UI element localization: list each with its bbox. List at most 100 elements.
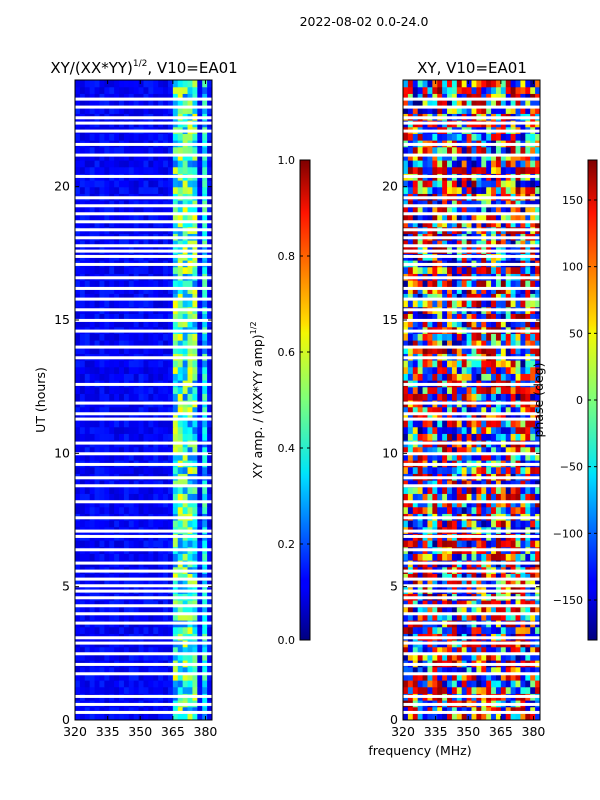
- heatmap-cell: [148, 646, 154, 654]
- heatmap-cell: [202, 220, 208, 228]
- heatmap-cell: [109, 146, 115, 154]
- heatmap-cell: [207, 186, 212, 194]
- heatmap-cell: [192, 280, 198, 288]
- heatmap-cell: [138, 686, 145, 694]
- heatmap-cell: [407, 300, 414, 308]
- heatmap-cell: [197, 553, 203, 561]
- heatmap-cell: [187, 673, 194, 681]
- heatmap-cell: [153, 606, 159, 614]
- heatmap-cell: [202, 453, 208, 461]
- heatmap-cell: [75, 106, 81, 114]
- heatmap-cell: [481, 600, 487, 608]
- heatmap-cell: [466, 520, 473, 528]
- heatmap-cell: [505, 220, 512, 228]
- heatmap-cell: [79, 346, 86, 354]
- heatmap-cell: [505, 426, 512, 434]
- heatmap-cell: [510, 200, 517, 208]
- heatmap-cell: [148, 240, 154, 248]
- heatmap-cell: [432, 600, 438, 608]
- heatmap-cell: [187, 346, 194, 354]
- heatmap-cell: [476, 686, 482, 694]
- heatmap-cell: [119, 653, 125, 661]
- heatmap-cell: [177, 320, 184, 328]
- heatmap-cell: [197, 653, 203, 661]
- heatmap-cell: [403, 293, 409, 301]
- heatmap-cell: [486, 520, 492, 528]
- heatmap-cell: [114, 206, 120, 214]
- heatmap-cell: [471, 446, 477, 454]
- heatmap-cell: [495, 673, 502, 681]
- heatmap-cell: [114, 500, 120, 508]
- heatmap-cell: [128, 573, 135, 581]
- heatmap-cell: [476, 600, 482, 608]
- heatmap-cell: [123, 553, 130, 561]
- heatmap-cell: [172, 580, 179, 588]
- heatmap-cell: [481, 320, 487, 328]
- heatmap-cell: [153, 160, 159, 168]
- heatmap-cell: [143, 706, 149, 714]
- heatmap-cell: [466, 613, 473, 621]
- heatmap-cell: [525, 360, 531, 368]
- heatmap-cell: [500, 346, 507, 354]
- heatmap-cell: [471, 393, 477, 401]
- heatmap-cell: [422, 420, 429, 428]
- heatmap-cell: [476, 240, 482, 248]
- heatmap-cell: [525, 293, 531, 301]
- heatmap-cell: [143, 666, 149, 674]
- heatmap-cell: [525, 300, 531, 308]
- heatmap-cell: [163, 340, 169, 348]
- heatmap-cell: [407, 293, 414, 301]
- heatmap-cell: [177, 646, 184, 654]
- heatmap-cell: [172, 93, 179, 101]
- heatmap-cell: [491, 486, 497, 494]
- heatmap-cell: [128, 146, 135, 154]
- heatmap-cell: [403, 480, 409, 488]
- heatmap-cell: [119, 220, 125, 228]
- left-colorbar-label: XY amp. / (XX*YY amp)1/2: [249, 321, 265, 478]
- heatmap-cell: [535, 713, 540, 720]
- heatmap-cell: [123, 493, 130, 501]
- heatmap-cell: [451, 300, 458, 308]
- heatmap-cell: [437, 413, 443, 421]
- heatmap-cell: [177, 520, 184, 528]
- heatmap-cell: [109, 180, 115, 188]
- heatmap-cell: [476, 446, 482, 454]
- heatmap-cell: [89, 606, 96, 614]
- heatmap-cell: [447, 626, 453, 634]
- heatmap-cell: [437, 386, 443, 394]
- heatmap-cell: [407, 580, 414, 588]
- heatmap-cell: [500, 606, 507, 614]
- heatmap-cell: [451, 706, 458, 714]
- heatmap-cell: [510, 666, 517, 674]
- heatmap-cell: [84, 80, 91, 88]
- heatmap-cell: [461, 613, 468, 621]
- heatmap-cell: [133, 373, 140, 381]
- heatmap-cell: [481, 346, 487, 354]
- heatmap-cell: [148, 713, 154, 720]
- heatmap-cell: [535, 213, 540, 221]
- heatmap-cell: [520, 420, 526, 428]
- heatmap-cell: [99, 553, 105, 561]
- heatmap-cell: [451, 520, 458, 528]
- heatmap-cell: [491, 646, 497, 654]
- heatmap-cell: [172, 406, 179, 414]
- heatmap-cell: [442, 540, 448, 548]
- heatmap-cell: [153, 206, 159, 214]
- heatmap-cell: [99, 520, 105, 528]
- heatmap-cell: [515, 333, 522, 341]
- heatmap-cell: [143, 206, 149, 214]
- heatmap-cell: [187, 653, 194, 661]
- heatmap-cell: [84, 673, 91, 681]
- heatmap-cell: [202, 266, 208, 274]
- heatmap-cell: [407, 346, 414, 354]
- heatmap-cell: [172, 340, 179, 348]
- heatmap-cell: [481, 613, 487, 621]
- heatmap-cell: [461, 493, 468, 501]
- heatmap-cell: [153, 166, 159, 174]
- heatmap-cell: [172, 346, 179, 354]
- heatmap-cell: [114, 346, 120, 354]
- heatmap-cell: [442, 340, 448, 348]
- heatmap-cell: [109, 420, 115, 428]
- heatmap-cell: [525, 580, 531, 588]
- heatmap-cell: [500, 480, 507, 488]
